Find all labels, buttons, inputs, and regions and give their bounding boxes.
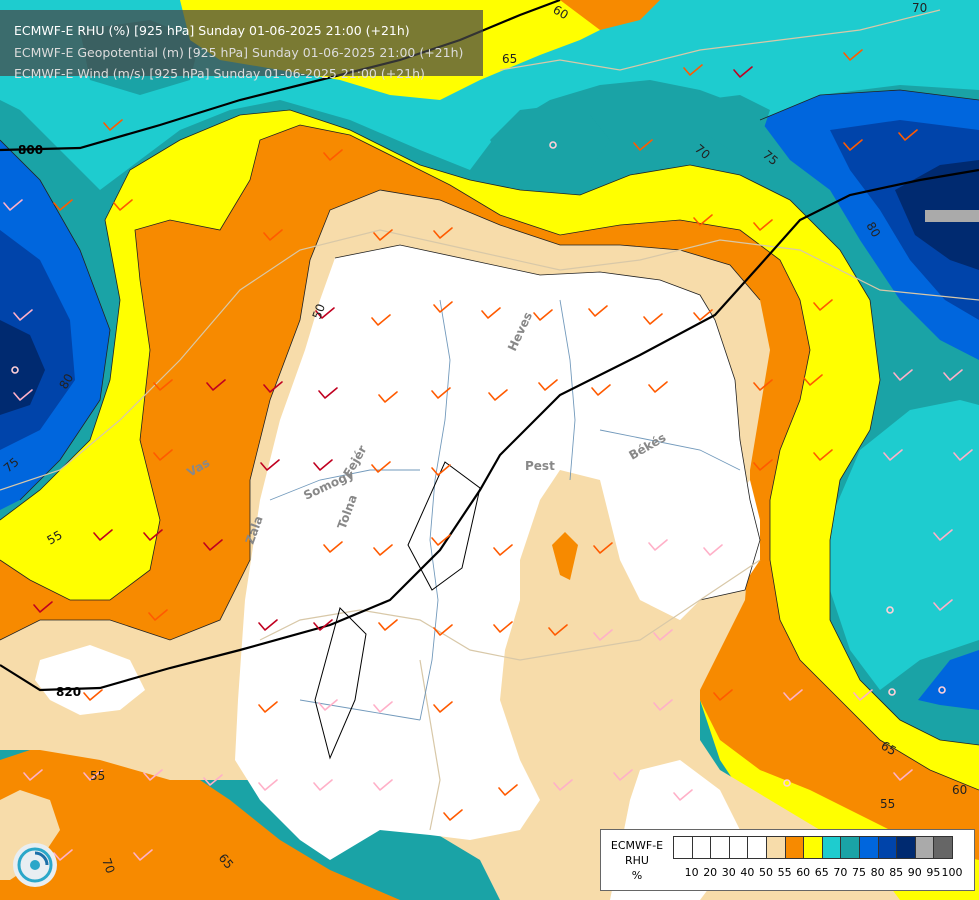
contour-label-65: 65: [879, 738, 899, 758]
contour-label-55-sw: 55: [45, 528, 65, 548]
title-rhu: ECMWF-E RHU (%) [925 hPa] Sunday 01-06-2…: [14, 23, 410, 38]
legend-swatch: [840, 836, 860, 859]
legend-tick-label: 40: [740, 866, 755, 879]
legend-tick-label: 100: [941, 866, 963, 879]
rhu-band-75: [490, 105, 610, 180]
contour-label-65-n: 65: [502, 52, 517, 66]
legend-tick-label: 75: [852, 866, 866, 879]
legend-swatch: [673, 836, 693, 859]
legend-tick-label: 85: [889, 866, 904, 879]
contour-label-70-ne: 70: [912, 1, 927, 15]
legend-tick-label: 10: [684, 866, 699, 879]
legend-tick-label: 95: [926, 866, 941, 879]
legend-tick-label: 90: [907, 866, 922, 879]
rhu-contours: [0, 89, 979, 791]
rhu-band-50-e: [605, 475, 760, 620]
title-wind: ECMWF-E Wind (m/s) [925 hPa] Sunday 01-0…: [14, 66, 425, 81]
legend-tick-label: 60: [796, 866, 811, 879]
legend-model: ECMWF-E: [610, 839, 664, 852]
legend-swatch: [728, 836, 749, 859]
geopotential-labels: 800 820: [18, 143, 81, 699]
legend-title: ECMWF-E RHU %: [601, 838, 673, 883]
borders: [0, 9, 979, 831]
legend-tick-label: 80: [870, 866, 885, 879]
contour-label-70-sw: 70: [99, 856, 117, 875]
legend-tick-label: 55: [777, 866, 792, 879]
legend-variable: RHU: [625, 854, 649, 867]
rhu-band-90: [0, 320, 45, 415]
rhu-band-70-se: [830, 400, 979, 690]
geopotential-label-820: 820: [56, 685, 81, 699]
legend-tick-label: 20: [703, 866, 718, 879]
rhu-band-60-sw: [0, 740, 400, 900]
legend-swatch: [859, 836, 879, 859]
contour-label-50: 50: [310, 302, 328, 321]
title-geopotential: ECMWF-E Geopotential (m) [925 hPa] Sunda…: [14, 45, 464, 60]
rhu-band-50-sw: [35, 645, 145, 715]
logo-icon: [13, 843, 57, 887]
region-label-pest: Pest: [525, 459, 555, 473]
contour-label-60-n: 60: [551, 2, 571, 22]
legend-swatch: [914, 836, 935, 859]
legend-swatch: [896, 836, 916, 859]
contour-label-80-ne: 80: [863, 220, 883, 240]
legend-swatch: [803, 836, 823, 859]
title-panel: ECMWF-E RHU (%) [925 hPa] Sunday 01-06-2…: [0, 10, 483, 81]
rhu-band-75-b: [700, 95, 770, 150]
legend-swatch: [933, 836, 953, 859]
wind-barbs: [3, 49, 973, 861]
legend-swatch: [877, 836, 898, 859]
rhu-legend: ECMWF-E RHU % 10 20 30 40 50 55 60 65 70 75 80 85 90…: [600, 829, 975, 891]
legend-tick-label: 30: [721, 866, 736, 879]
legend-swatch: [821, 836, 842, 859]
legend-swatch: [766, 836, 786, 859]
lake-outlines: [314, 461, 481, 760]
legend-swatch: [691, 836, 712, 859]
legend-tick-label: 70: [833, 866, 848, 879]
rhu-band-60-nw: [560, 0, 660, 30]
rhu-band-95-ne: [925, 210, 979, 222]
rhu-band-80-se: [918, 650, 979, 710]
rhu-patch-60: [552, 532, 578, 580]
legend-tick-label: 65: [814, 866, 829, 879]
legend-swatch: [747, 836, 767, 859]
legend-swatch: [784, 836, 805, 859]
rivers: [269, 299, 741, 721]
legend-tick-label: 50: [759, 866, 773, 879]
contour-label-80: 80: [56, 371, 76, 391]
contour-label-60: 60: [952, 783, 967, 797]
geopotential-label-800: 800: [18, 143, 43, 157]
legend-swatch: [710, 836, 730, 859]
contour-label-55-s: 55: [90, 769, 105, 783]
contour-label-55-se: 55: [880, 797, 895, 811]
legend-unit: %: [631, 869, 643, 882]
geopotential-contours: [0, 0, 979, 692]
